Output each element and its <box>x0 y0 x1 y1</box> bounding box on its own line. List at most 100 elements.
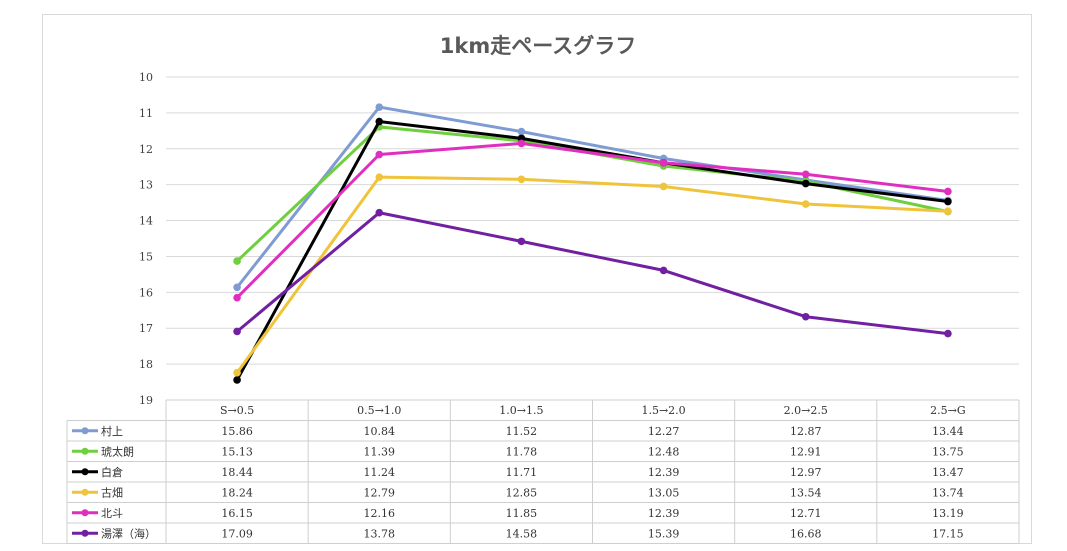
data-table-cell: 12.91 <box>790 445 822 458</box>
x-tick-label: 0.5→1.0 <box>357 404 401 417</box>
data-point <box>801 200 810 208</box>
x-tick-label: 2.5→G <box>930 404 966 417</box>
data-table-cell: 11.24 <box>364 466 396 479</box>
series-line <box>235 105 950 289</box>
data-table-cell: 17.09 <box>221 527 253 540</box>
data-table-cell: 11.85 <box>506 507 537 520</box>
data-table-cell: 12.85 <box>506 486 537 499</box>
series-line <box>235 141 950 300</box>
data-table-cell: 12.39 <box>648 507 680 520</box>
y-tick-label: 16 <box>139 286 153 299</box>
legend-marker <box>81 529 89 537</box>
series-lines <box>233 103 952 384</box>
data-point <box>375 103 384 111</box>
data-point <box>659 158 668 167</box>
data-table-cell: 13.78 <box>364 527 396 540</box>
pace-chart: 1km走ペースグラフ 10 11 12 13 14 15 16 17 18 19 S→0.5 0.5… <box>66 34 1020 544</box>
data-point <box>944 329 952 338</box>
legend-label: 村上 <box>101 424 123 438</box>
y-axis-ticks: 10 11 12 13 14 15 16 17 18 19 <box>139 71 153 407</box>
x-tick-label: S→0.5 <box>220 404 254 417</box>
data-point <box>801 170 810 179</box>
data-point <box>517 127 526 136</box>
data-point <box>233 293 241 302</box>
data-point <box>517 175 526 184</box>
data-table-cell: 14.58 <box>506 527 537 540</box>
data-table-cell: 11.78 <box>506 445 537 458</box>
data-table-cell: 13.74 <box>932 486 964 499</box>
x-tick-label: 1.0→1.5 <box>499 404 543 417</box>
data-table-cell: 12.16 <box>364 507 396 520</box>
y-tick-label: 15 <box>139 250 153 263</box>
data-point <box>375 117 384 126</box>
data-point <box>659 266 668 275</box>
data-table-cell: 13.44 <box>932 425 964 438</box>
legend-label: 白倉 <box>101 465 123 479</box>
data-table-cell: 18.24 <box>221 486 253 499</box>
legend-marker <box>81 468 89 476</box>
data-table-cell: 12.27 <box>648 425 680 438</box>
y-tick-label: 17 <box>139 322 153 335</box>
data-point <box>517 139 526 148</box>
data-table-cell: 13.54 <box>790 486 822 499</box>
data-table-cell: 11.71 <box>506 466 537 479</box>
data-table-cell: 16.15 <box>221 507 253 520</box>
data-table-cell: 13.47 <box>932 466 964 479</box>
y-tick-label: 12 <box>139 143 153 156</box>
data-point <box>233 283 241 292</box>
data-table-cell: 12.71 <box>790 507 822 520</box>
data-table-cell: 17.15 <box>932 527 964 540</box>
series-group <box>233 173 952 377</box>
data-point <box>375 208 384 217</box>
legend-label: 湯澤（海） <box>101 526 156 540</box>
data-table-cell: 16.68 <box>790 527 822 540</box>
data-point <box>233 327 241 336</box>
data-point <box>517 237 526 246</box>
data-table-cell: 12.87 <box>790 425 822 438</box>
x-tick-label: 1.5→2.0 <box>641 404 685 417</box>
legend-marker <box>81 447 89 455</box>
data-table-cell: 12.79 <box>364 486 396 499</box>
legend-label: 北斗 <box>101 507 123 520</box>
data-point <box>801 179 810 188</box>
data-table-cell: 13.05 <box>648 486 680 499</box>
data-table: S→0.5 0.5→1.0 1.0→1.5 1.5→2.0 2.0→2.5 2.5→G 村上… <box>66 399 1020 544</box>
legend-marker <box>81 509 89 517</box>
data-table-cell: 12.39 <box>648 466 680 479</box>
data-point <box>375 150 384 159</box>
series-line <box>235 175 950 375</box>
data-table-cell: 18.44 <box>221 466 253 479</box>
data-table-cell: 10.84 <box>364 425 396 438</box>
y-tick-label: 13 <box>139 179 153 192</box>
data-point <box>944 197 952 206</box>
data-table-cell: 11.39 <box>364 445 396 458</box>
data-table-cell: 15.39 <box>648 527 680 540</box>
y-tick-label: 14 <box>139 215 153 228</box>
data-table-cell: 11.52 <box>506 425 537 438</box>
y-tick-label: 19 <box>139 394 153 407</box>
data-table-cell: 13.19 <box>932 507 964 520</box>
data-table-cell: 12.97 <box>790 466 822 479</box>
y-tick-label: 11 <box>139 107 153 120</box>
data-table-cell: 12.48 <box>648 445 680 458</box>
data-point <box>233 376 241 384</box>
data-point <box>801 312 810 321</box>
data-point <box>944 207 952 216</box>
series-line <box>235 211 950 336</box>
series-group <box>233 103 952 292</box>
series-group <box>233 139 952 302</box>
data-point <box>375 173 384 181</box>
data-point <box>944 187 952 196</box>
legend-marker <box>81 427 89 435</box>
legend-label: 琥太朗 <box>101 445 134 458</box>
data-point <box>233 257 241 265</box>
data-table-cell: 13.75 <box>932 445 964 458</box>
series-line <box>235 120 950 382</box>
y-tick-label: 10 <box>139 71 153 84</box>
legend-label: 古畑 <box>101 486 123 499</box>
chart-frame: 1km走ペースグラフ 10 11 12 13 14 15 16 17 18 19 S→0.5 0.5… <box>42 14 1032 544</box>
data-table-cell: 15.86 <box>221 425 253 438</box>
data-point <box>233 368 241 377</box>
chart-title: 1km走ペースグラフ <box>440 34 636 58</box>
x-tick-label: 2.0→2.5 <box>784 404 828 417</box>
